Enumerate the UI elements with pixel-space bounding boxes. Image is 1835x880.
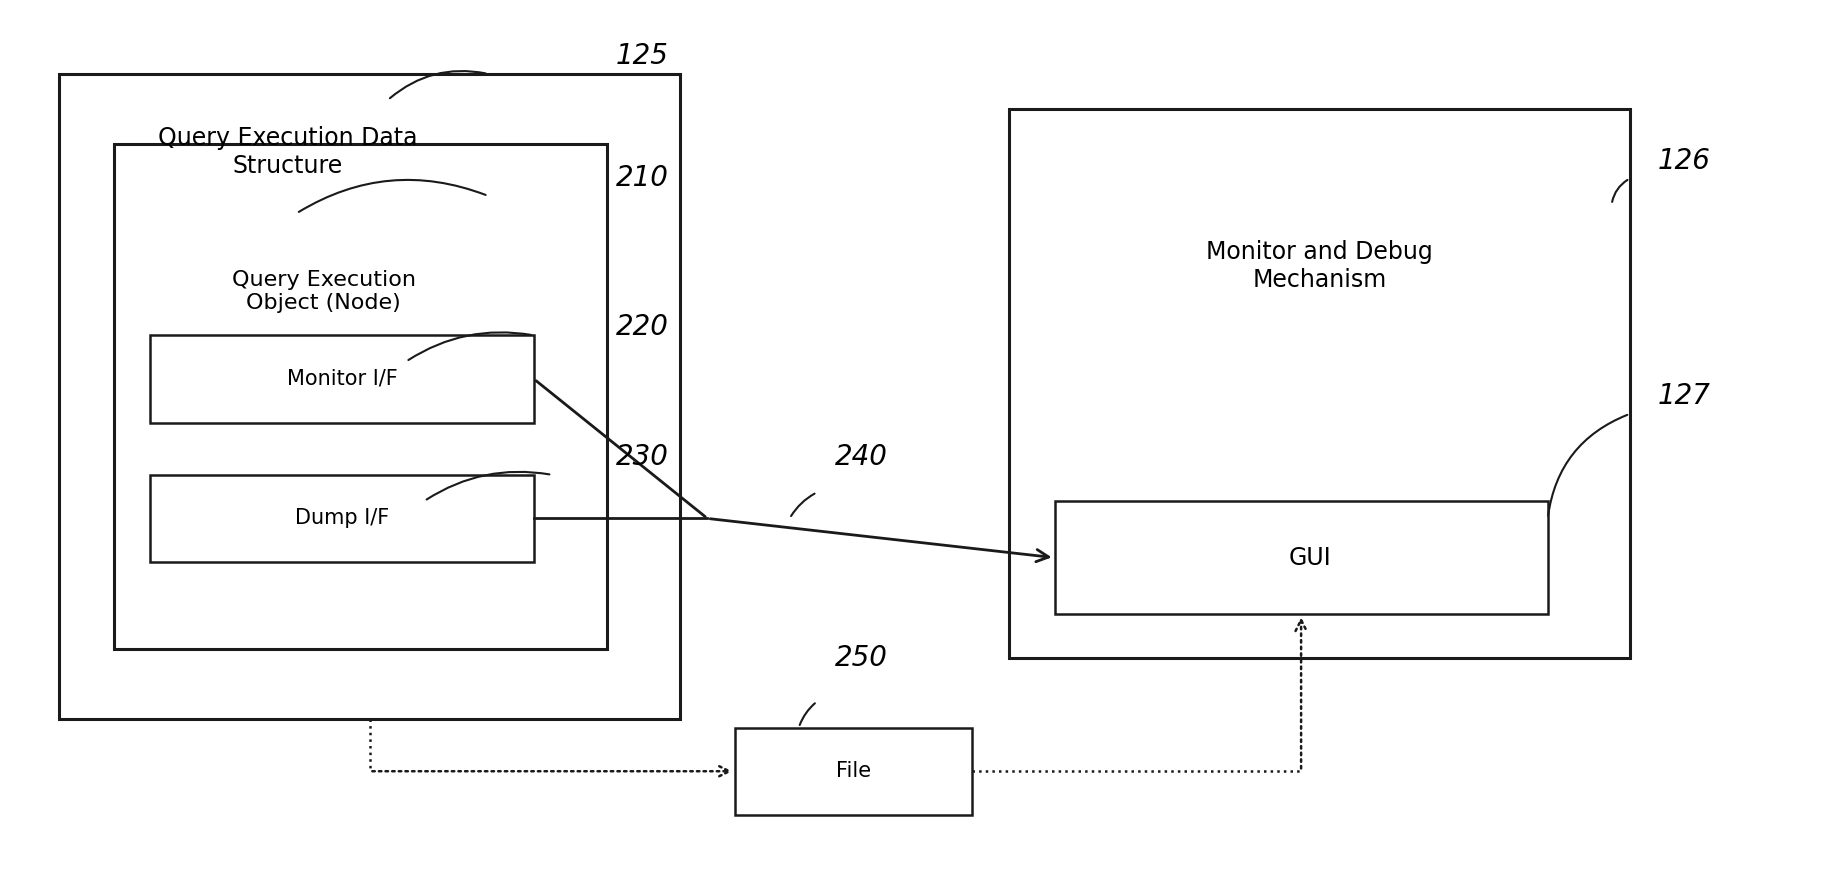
Bar — [1009, 109, 1629, 658]
Text: 220: 220 — [617, 312, 670, 341]
Text: 250: 250 — [835, 644, 888, 672]
Text: 127: 127 — [1657, 383, 1710, 410]
Bar — [1055, 501, 1547, 614]
Text: Query Execution
Object (Node): Query Execution Object (Node) — [231, 270, 417, 313]
Text: 126: 126 — [1657, 147, 1710, 175]
Bar — [150, 475, 534, 562]
Text: Query Execution Data
Structure: Query Execution Data Structure — [158, 127, 417, 179]
Text: Monitor I/F: Monitor I/F — [286, 369, 398, 389]
Text: 210: 210 — [617, 165, 670, 193]
Text: GUI: GUI — [1288, 546, 1332, 569]
Bar — [150, 335, 534, 422]
Bar — [114, 143, 607, 649]
Bar — [59, 74, 681, 719]
Bar — [734, 728, 973, 815]
Text: Dump I/F: Dump I/F — [295, 509, 389, 529]
Text: File: File — [837, 761, 872, 781]
Text: Monitor and Debug
Mechanism: Monitor and Debug Mechanism — [1206, 239, 1433, 291]
Text: 125: 125 — [617, 42, 670, 70]
Text: 230: 230 — [617, 444, 670, 472]
Text: 240: 240 — [835, 444, 888, 472]
